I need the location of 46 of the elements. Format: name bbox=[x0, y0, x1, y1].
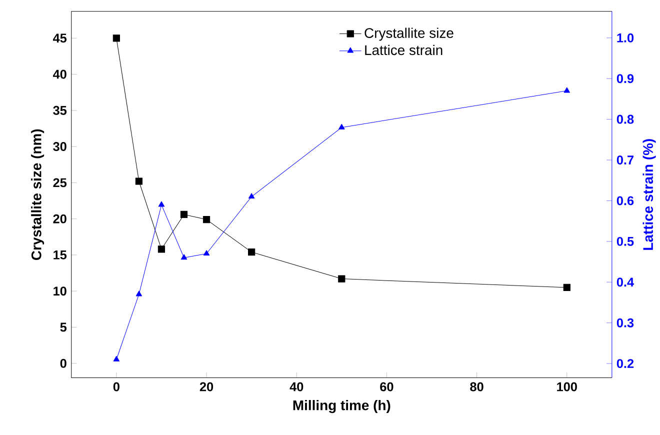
y-tick-label: 30 bbox=[53, 142, 66, 152]
point bbox=[112, 34, 120, 42]
y-tick-label: 35 bbox=[53, 106, 67, 115]
y2-tick-label: 0.9 bbox=[616, 74, 634, 84]
y2-tick-label: 0.7 bbox=[616, 156, 634, 165]
point bbox=[202, 216, 210, 224]
x-tick-label: 40 bbox=[290, 382, 304, 392]
y-tick-label: 5 bbox=[60, 322, 67, 332]
point bbox=[248, 248, 256, 256]
y2-tick-label: 0.2 bbox=[616, 359, 634, 368]
point bbox=[563, 284, 570, 292]
point bbox=[338, 124, 345, 130]
point bbox=[564, 87, 570, 93]
y2-tick-label: 1.0 bbox=[617, 33, 634, 42]
y2-tick-label: 0.6 bbox=[616, 196, 634, 206]
x-tick-label: 0 bbox=[113, 382, 120, 392]
x-tick-label: 100 bbox=[557, 382, 577, 392]
point bbox=[158, 201, 165, 207]
x-axis-title: Milling time (h) bbox=[293, 400, 390, 414]
y-tick-label: 25 bbox=[53, 178, 67, 188]
y-tick-label: 40 bbox=[52, 70, 66, 79]
legend-label: Lattice strain bbox=[365, 44, 442, 56]
point bbox=[180, 254, 188, 260]
point bbox=[158, 246, 166, 253]
y-tick-label: 15 bbox=[54, 250, 67, 260]
y2-tick-label: 0.8 bbox=[616, 114, 634, 124]
y-axis-title: Crystallite size (nm) bbox=[31, 129, 44, 260]
x-tick-label: 20 bbox=[200, 382, 214, 392]
y2-tick-label: 0.4 bbox=[616, 278, 634, 287]
y2-tick-label: 0.3 bbox=[616, 318, 634, 328]
y-tick-label: 10 bbox=[54, 286, 66, 296]
point bbox=[135, 178, 143, 185]
y-tick-label: 20 bbox=[53, 214, 66, 224]
point bbox=[338, 275, 346, 282]
point bbox=[180, 210, 188, 218]
x-tick-label: 60 bbox=[380, 382, 394, 392]
point bbox=[203, 250, 210, 256]
legend-label: Crystallite size bbox=[364, 28, 454, 41]
x-tick-label: 80 bbox=[470, 382, 484, 392]
y2-axis-title: Lattice strain (%) bbox=[642, 139, 656, 250]
y-tick-label: 0 bbox=[60, 358, 66, 368]
point bbox=[113, 356, 120, 362]
point bbox=[248, 193, 255, 199]
point bbox=[136, 290, 142, 296]
y-tick-label: 45 bbox=[52, 34, 67, 43]
y2-tick-label: 0.5 bbox=[616, 236, 634, 246]
